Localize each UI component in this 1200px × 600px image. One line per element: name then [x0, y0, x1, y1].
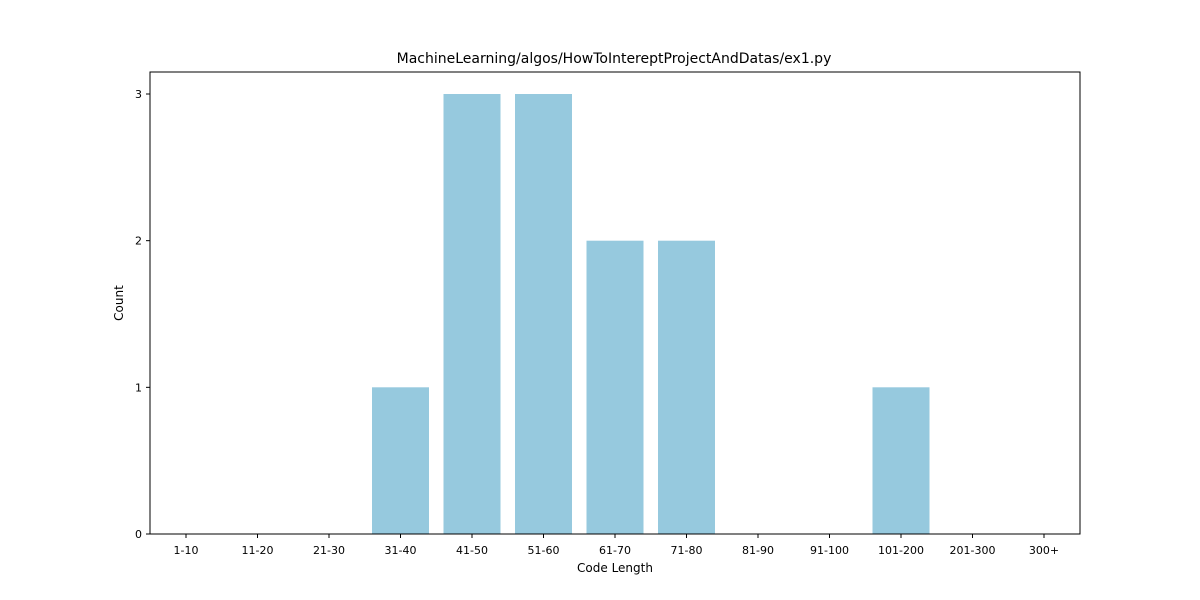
x-tick-label-61-70: 61-70	[599, 544, 631, 557]
x-tick-label-101-200: 101-200	[878, 544, 924, 557]
x-tick-label-11-20: 11-20	[242, 544, 274, 557]
x-tick-label-71-80: 71-80	[671, 544, 703, 557]
chart-title: MachineLearning/algos/HowToIntereptProje…	[397, 51, 832, 67]
y-tick-label-3: 3	[135, 88, 142, 101]
y-ticks-group: 0 1 2 3	[135, 88, 150, 541]
y-tick-label-2: 2	[135, 235, 142, 248]
x-tick-label-201-300: 201-300	[950, 544, 996, 557]
x-tick-label-81-90: 81-90	[742, 544, 774, 557]
x-tick-label-21-30: 21-30	[313, 544, 345, 557]
bar-41-50	[443, 94, 501, 534]
x-tick-label-31-40: 31-40	[385, 544, 417, 557]
x-ticks-group: 1-10 11-20 21-30 31-40 41-50 51-60 61-70 71-80 8…	[174, 534, 1059, 557]
bar-61-70	[586, 240, 644, 534]
x-tick-label-51-60: 51-60	[528, 544, 560, 557]
bar-31-40	[372, 387, 429, 534]
plot-frame	[149, 71, 1081, 535]
x-axis-label: Code Length	[577, 561, 653, 575]
x-tick-label-1-10: 1-10	[174, 544, 199, 557]
x-tick-label-91-100: 91-100	[810, 544, 849, 557]
y-axis-label: Count	[112, 285, 126, 321]
bar-51-60	[515, 94, 572, 534]
y-tick-label-1: 1	[135, 381, 142, 394]
x-tick-label-41-50: 41-50	[456, 544, 488, 557]
x-tick-label-300+: 300+	[1029, 544, 1059, 557]
bar-71-80	[658, 240, 715, 534]
y-tick-label-0: 0	[135, 528, 142, 541]
bar-101-200	[872, 387, 930, 534]
bars-group	[372, 94, 930, 534]
